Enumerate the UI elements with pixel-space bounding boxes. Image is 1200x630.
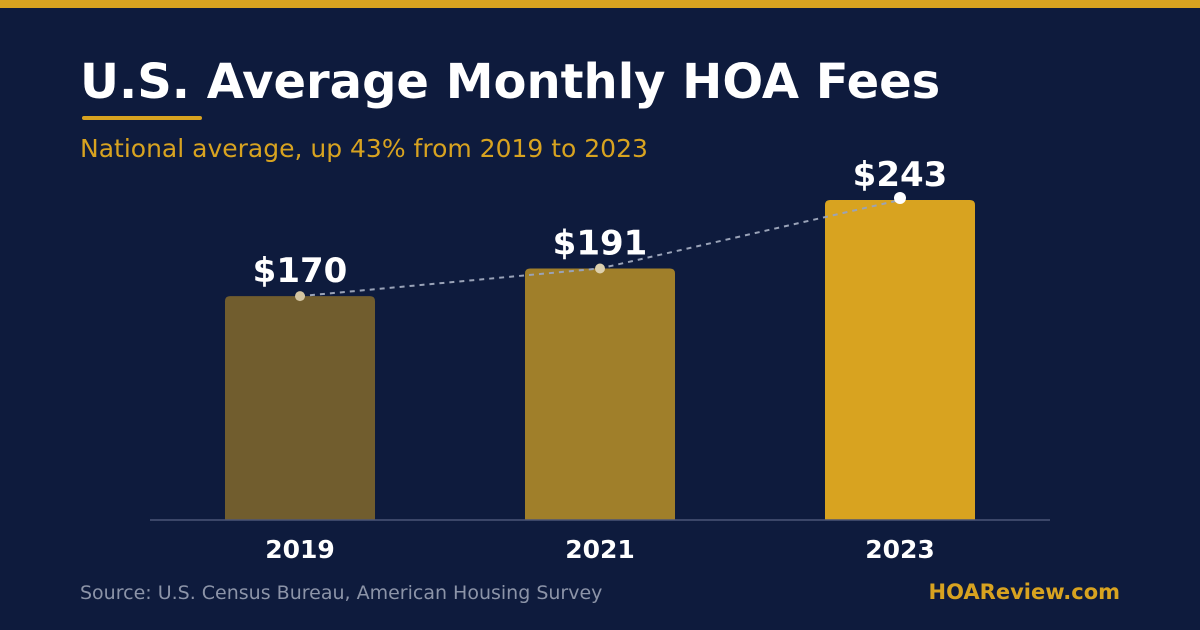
chart-subtitle: National average, up 43% from 2019 to 20… [80, 134, 648, 163]
value-label-2021: $191 [553, 223, 648, 263]
title-underline [82, 116, 202, 120]
bar-2019 [225, 296, 375, 520]
brand-link[interactable]: HOAReview.com [928, 580, 1120, 604]
chart-title: U.S. Average Monthly HOA Fees [80, 54, 941, 110]
trend-point-2023 [894, 192, 906, 204]
trend-point-2021 [595, 263, 605, 274]
value-label-2023: $243 [853, 155, 948, 195]
trend-point-2019 [295, 291, 305, 302]
bar-2023 [825, 200, 975, 520]
bar-2021 [525, 268, 675, 520]
source-note: Source: U.S. Census Bureau, American Hou… [80, 582, 603, 604]
x-tick-label-2023: 2023 [865, 535, 935, 564]
value-label-2019: $170 [253, 251, 348, 291]
x-tick-label-2019: 2019 [265, 535, 335, 564]
top-accent-bar [0, 0, 1200, 8]
x-tick-label-2021: 2021 [565, 535, 635, 564]
